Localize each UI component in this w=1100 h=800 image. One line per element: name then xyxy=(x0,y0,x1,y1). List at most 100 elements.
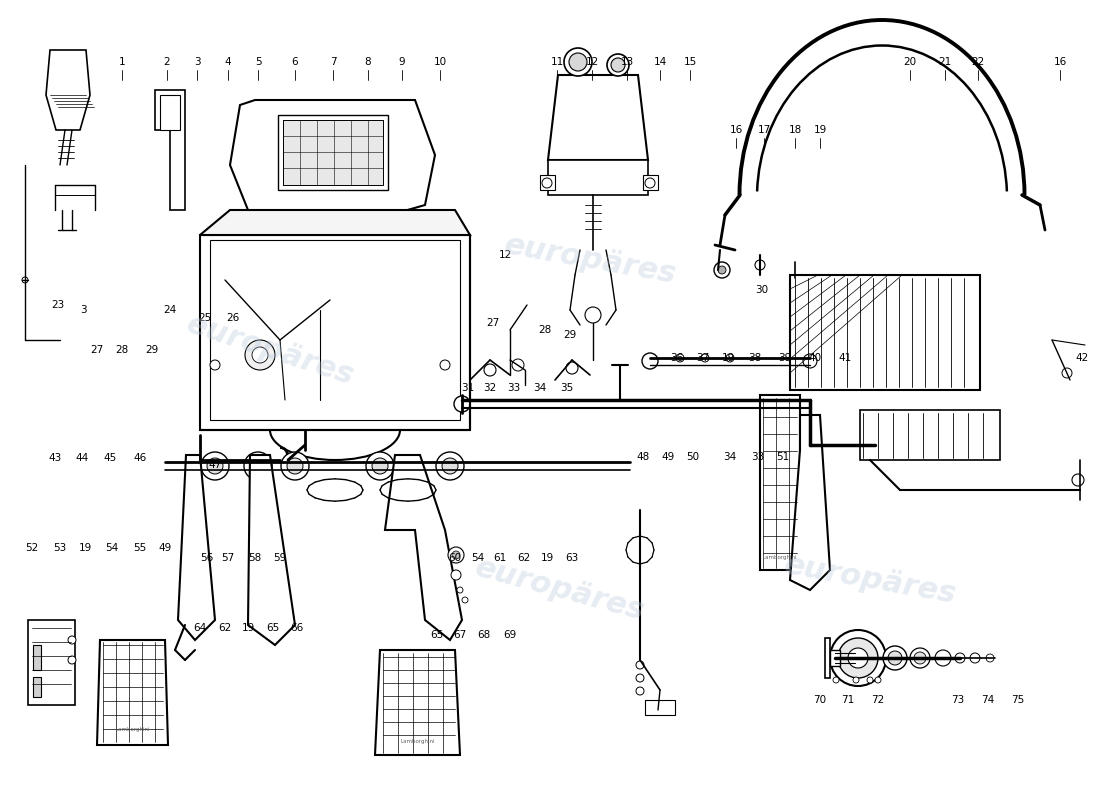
Text: 19: 19 xyxy=(722,353,735,363)
Circle shape xyxy=(372,458,388,474)
Polygon shape xyxy=(825,638,830,678)
Text: 1: 1 xyxy=(119,57,125,67)
Text: 21: 21 xyxy=(938,57,952,67)
Text: 27: 27 xyxy=(90,345,103,355)
Circle shape xyxy=(636,674,644,682)
Polygon shape xyxy=(200,210,470,235)
Text: 58: 58 xyxy=(249,553,262,563)
Text: 16: 16 xyxy=(729,125,743,135)
Circle shape xyxy=(986,654,994,662)
Text: 40: 40 xyxy=(808,353,822,363)
Polygon shape xyxy=(385,455,462,640)
Text: 23: 23 xyxy=(52,300,65,310)
Text: 33: 33 xyxy=(751,452,764,462)
Circle shape xyxy=(448,547,464,563)
Circle shape xyxy=(883,646,908,670)
Text: 3: 3 xyxy=(79,305,86,315)
Text: 32: 32 xyxy=(483,383,496,393)
Circle shape xyxy=(914,652,926,664)
Text: 51: 51 xyxy=(777,452,790,462)
Text: 14: 14 xyxy=(653,57,667,67)
Circle shape xyxy=(566,362,578,374)
Circle shape xyxy=(54,58,82,86)
Text: 63: 63 xyxy=(565,553,579,563)
Bar xyxy=(33,645,41,670)
Text: 35: 35 xyxy=(560,383,573,393)
Polygon shape xyxy=(28,620,75,705)
Circle shape xyxy=(452,551,460,559)
Text: 13: 13 xyxy=(620,57,634,67)
Circle shape xyxy=(636,687,644,695)
Circle shape xyxy=(714,262,730,278)
Text: 28: 28 xyxy=(538,325,551,335)
Text: 71: 71 xyxy=(842,695,855,705)
Text: 43: 43 xyxy=(48,453,62,463)
Text: europäres: europäres xyxy=(183,310,358,390)
Circle shape xyxy=(830,630,886,686)
Text: 30: 30 xyxy=(756,285,769,295)
Circle shape xyxy=(564,48,592,76)
Text: 36: 36 xyxy=(670,353,683,363)
Text: europäres: europäres xyxy=(502,230,679,290)
Text: 19: 19 xyxy=(813,125,826,135)
Bar xyxy=(33,677,41,697)
Text: 37: 37 xyxy=(696,353,710,363)
Text: 19: 19 xyxy=(78,543,91,553)
Text: 48: 48 xyxy=(637,452,650,462)
Circle shape xyxy=(645,178,654,188)
Polygon shape xyxy=(155,90,185,210)
Text: 5: 5 xyxy=(255,57,262,67)
Text: 67: 67 xyxy=(453,630,466,640)
Circle shape xyxy=(462,597,468,603)
Text: 3: 3 xyxy=(194,57,200,67)
Text: 57: 57 xyxy=(221,553,234,563)
Text: 25: 25 xyxy=(198,313,211,323)
Bar xyxy=(283,120,383,185)
Bar xyxy=(210,240,460,420)
Text: 22: 22 xyxy=(971,57,984,67)
Bar xyxy=(644,175,658,190)
Circle shape xyxy=(833,677,839,683)
Text: 19: 19 xyxy=(241,623,254,633)
Circle shape xyxy=(888,651,902,665)
Polygon shape xyxy=(375,650,460,755)
Text: 56: 56 xyxy=(200,553,213,563)
Text: 41: 41 xyxy=(838,353,851,363)
Circle shape xyxy=(442,458,458,474)
Circle shape xyxy=(201,452,229,480)
Text: 38: 38 xyxy=(748,353,761,363)
Text: 65: 65 xyxy=(266,623,279,633)
Text: 50: 50 xyxy=(686,452,700,462)
Text: Lamborghini: Lamborghini xyxy=(762,555,798,561)
Bar xyxy=(278,115,388,190)
Circle shape xyxy=(701,354,710,362)
Circle shape xyxy=(245,340,275,370)
Text: 24: 24 xyxy=(164,305,177,315)
Text: 72: 72 xyxy=(871,695,884,705)
Text: 70: 70 xyxy=(813,695,826,705)
Circle shape xyxy=(456,587,463,593)
Text: 4: 4 xyxy=(224,57,231,67)
Polygon shape xyxy=(230,100,434,215)
Text: Lamborghini: Lamborghini xyxy=(116,727,151,733)
Text: 18: 18 xyxy=(789,125,802,135)
Text: 10: 10 xyxy=(433,57,447,67)
Circle shape xyxy=(244,452,272,480)
Text: 55: 55 xyxy=(133,543,146,553)
Text: Lamborghini: Lamborghini xyxy=(400,739,436,745)
Polygon shape xyxy=(548,75,648,160)
Circle shape xyxy=(207,458,223,474)
Circle shape xyxy=(252,347,268,363)
Text: 69: 69 xyxy=(504,630,517,640)
Circle shape xyxy=(280,452,309,480)
Text: 9: 9 xyxy=(398,57,405,67)
Text: 15: 15 xyxy=(683,57,696,67)
Text: 62: 62 xyxy=(219,623,232,633)
Circle shape xyxy=(454,396,470,412)
Bar xyxy=(548,160,648,195)
Circle shape xyxy=(867,677,873,683)
Polygon shape xyxy=(248,455,295,645)
Text: 46: 46 xyxy=(133,453,146,463)
Circle shape xyxy=(676,354,684,362)
Circle shape xyxy=(569,53,587,71)
